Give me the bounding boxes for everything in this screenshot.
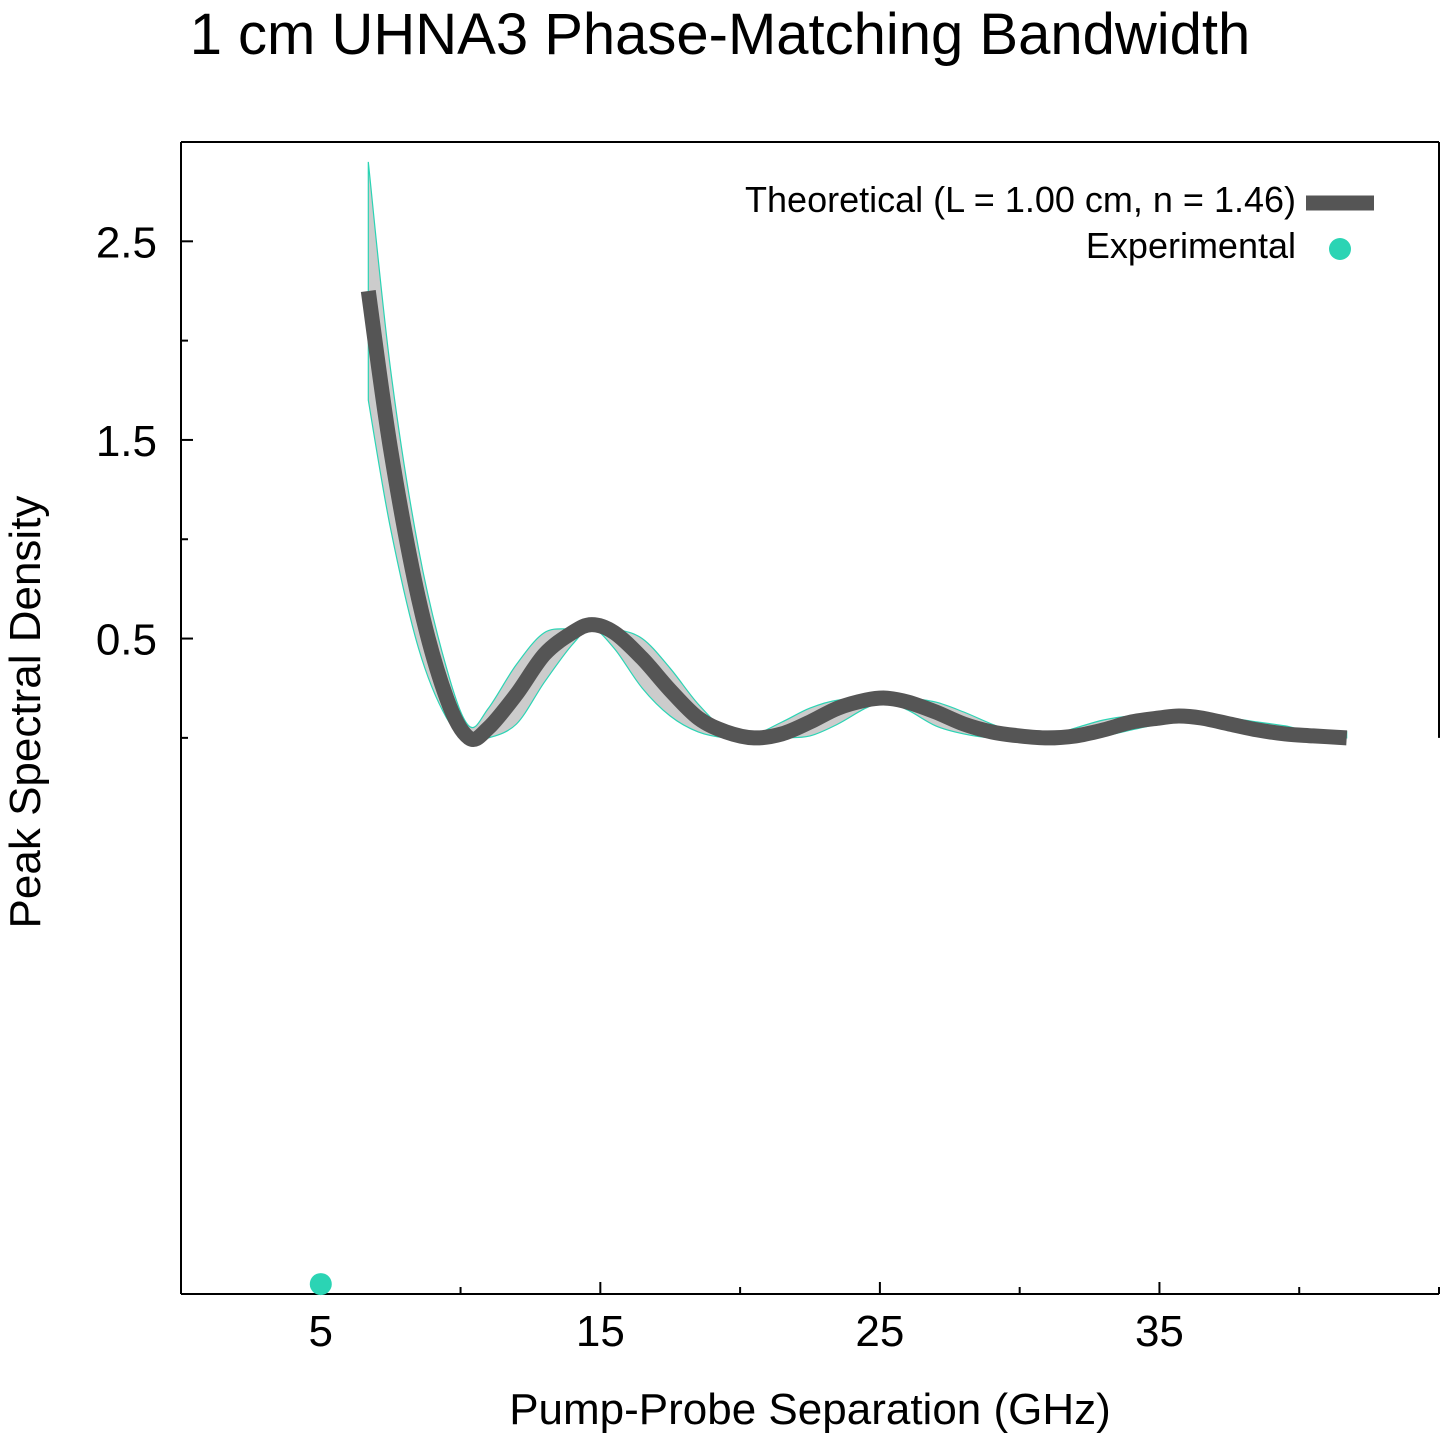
x-tick-label: 35 (1135, 1307, 1184, 1356)
legend-label-experimental: Experimental (1086, 225, 1296, 266)
legend-swatch-experimental (1329, 238, 1351, 260)
legend-label-theoretical: Theoretical (L = 1.00 cm, n = 1.46) (745, 179, 1296, 220)
plot-frame (180, 141, 1440, 1295)
series-layer (309, 161, 1348, 1296)
x-axis-ticks: 5 15 25 35 (180, 1282, 1440, 1356)
y-axis-label: Peak Spectral Density (1, 496, 50, 929)
experimental-point (309, 1273, 332, 1296)
y-tick-label: 1.5 (96, 417, 157, 466)
x-tick-label: 5 (309, 1307, 333, 1356)
x-tick-label: 25 (855, 1307, 904, 1356)
chart-title: 1 cm UHNA3 Phase-Matching Bandwidth (190, 2, 1251, 67)
theoretical-line (360, 289, 1348, 747)
legend: Theoretical (L = 1.00 cm, n = 1.46) Expe… (745, 179, 1374, 266)
y-axis-ticks: 0.5 1.5 2.5 (96, 218, 193, 739)
x-axis-label: Pump-Probe Separation (GHz) (509, 1385, 1111, 1434)
x-tick-label: 15 (576, 1307, 625, 1356)
y-tick-label: 0.5 (96, 616, 157, 665)
y-tick-label: 2.5 (96, 218, 157, 267)
